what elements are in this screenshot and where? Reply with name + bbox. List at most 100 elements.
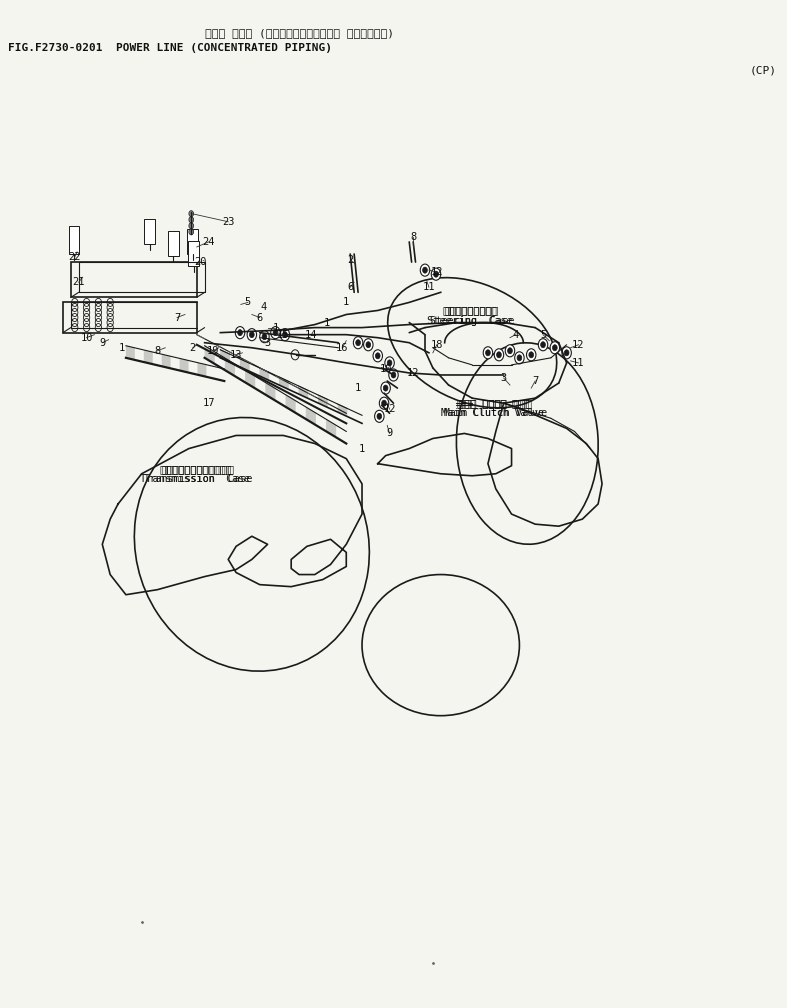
Text: Transmission  Case: Transmission Case — [144, 474, 249, 484]
Text: メイン クラッチ バルブ: メイン クラッチ バルブ — [456, 398, 532, 408]
Text: 22: 22 — [68, 252, 81, 262]
Circle shape — [366, 342, 371, 348]
Text: 9: 9 — [386, 428, 393, 438]
Text: 12: 12 — [572, 340, 585, 350]
Polygon shape — [338, 404, 347, 416]
Circle shape — [247, 329, 257, 341]
Polygon shape — [205, 346, 215, 364]
Bar — [168, 231, 179, 256]
Circle shape — [552, 345, 557, 351]
Text: 24: 24 — [202, 237, 215, 247]
Polygon shape — [144, 350, 153, 364]
Text: 4: 4 — [260, 302, 267, 312]
Text: 3: 3 — [264, 338, 271, 348]
Circle shape — [515, 352, 524, 364]
Polygon shape — [265, 382, 275, 400]
Text: 8: 8 — [154, 346, 161, 356]
Circle shape — [505, 345, 515, 357]
Text: 5: 5 — [540, 330, 546, 340]
Text: 3: 3 — [501, 373, 507, 383]
Text: 9: 9 — [99, 338, 105, 348]
Text: 2: 2 — [190, 343, 196, 353]
Polygon shape — [306, 407, 316, 425]
Text: パワー ライン (コンセントレーテッドブ パイピング・): パワー ライン (コンセントレーテッドブ パイピング・) — [205, 28, 394, 38]
Polygon shape — [260, 368, 269, 380]
Circle shape — [356, 340, 360, 346]
Text: 5: 5 — [245, 297, 251, 307]
Circle shape — [391, 372, 396, 378]
Text: 18: 18 — [430, 340, 443, 350]
Circle shape — [494, 349, 504, 361]
Text: 1: 1 — [119, 343, 125, 353]
Text: 1: 1 — [323, 318, 330, 328]
Circle shape — [389, 369, 398, 381]
Text: 12: 12 — [383, 404, 396, 414]
Text: Steering  Case: Steering Case — [427, 316, 515, 326]
Text: 6: 6 — [257, 312, 263, 323]
Circle shape — [423, 267, 427, 273]
Circle shape — [486, 350, 490, 356]
Polygon shape — [179, 359, 189, 373]
Polygon shape — [225, 358, 235, 376]
Polygon shape — [245, 370, 255, 388]
Text: 15: 15 — [277, 330, 290, 340]
Polygon shape — [298, 386, 309, 398]
Text: 7: 7 — [532, 376, 538, 386]
Bar — [69, 226, 79, 254]
Text: 16: 16 — [336, 343, 349, 353]
Circle shape — [541, 342, 545, 348]
Circle shape — [385, 357, 394, 369]
Bar — [144, 219, 155, 244]
Polygon shape — [198, 363, 206, 377]
Circle shape — [387, 360, 392, 366]
Polygon shape — [240, 359, 249, 371]
Circle shape — [508, 348, 512, 354]
Circle shape — [517, 355, 522, 361]
Circle shape — [249, 332, 254, 338]
Text: Steering  Case: Steering Case — [430, 316, 512, 326]
Text: ステアリングケース: ステアリングケース — [444, 305, 497, 316]
Text: 1: 1 — [272, 323, 279, 333]
Circle shape — [262, 334, 267, 340]
Polygon shape — [326, 419, 336, 437]
Circle shape — [564, 350, 569, 356]
Text: 1: 1 — [359, 444, 365, 454]
Circle shape — [273, 330, 278, 336]
Text: 10: 10 — [379, 364, 392, 374]
Text: ステアリングケース: ステアリングケース — [442, 305, 499, 316]
Text: 11: 11 — [572, 358, 585, 368]
Text: 1: 1 — [355, 383, 361, 393]
Circle shape — [382, 400, 386, 406]
Circle shape — [562, 347, 571, 359]
Polygon shape — [286, 395, 296, 413]
Circle shape — [420, 264, 430, 276]
Circle shape — [431, 268, 441, 280]
Text: 13: 13 — [230, 350, 242, 360]
Circle shape — [260, 331, 269, 343]
Text: トランスミッションケース: トランスミッションケース — [159, 464, 235, 474]
Text: 7: 7 — [174, 312, 180, 323]
Text: 20: 20 — [194, 257, 207, 267]
Circle shape — [189, 229, 194, 235]
Circle shape — [189, 211, 194, 217]
Circle shape — [375, 410, 384, 422]
Circle shape — [497, 352, 501, 358]
Text: 2: 2 — [347, 255, 353, 265]
Polygon shape — [161, 354, 171, 368]
Circle shape — [381, 382, 390, 394]
Bar — [188, 241, 199, 266]
Text: 8: 8 — [410, 232, 416, 242]
Circle shape — [550, 342, 560, 354]
Text: Transmission  Case: Transmission Case — [141, 474, 253, 484]
Circle shape — [189, 217, 194, 223]
Circle shape — [379, 397, 389, 409]
Circle shape — [529, 352, 534, 358]
Polygon shape — [318, 395, 328, 407]
Text: Main Clutch Valve: Main Clutch Valve — [441, 408, 548, 418]
Bar — [187, 229, 198, 254]
Polygon shape — [126, 346, 135, 360]
Text: Main Clutch Valve: Main Clutch Valve — [445, 408, 544, 418]
Text: 12: 12 — [407, 368, 419, 378]
Text: 11: 11 — [423, 282, 435, 292]
Circle shape — [527, 349, 536, 361]
